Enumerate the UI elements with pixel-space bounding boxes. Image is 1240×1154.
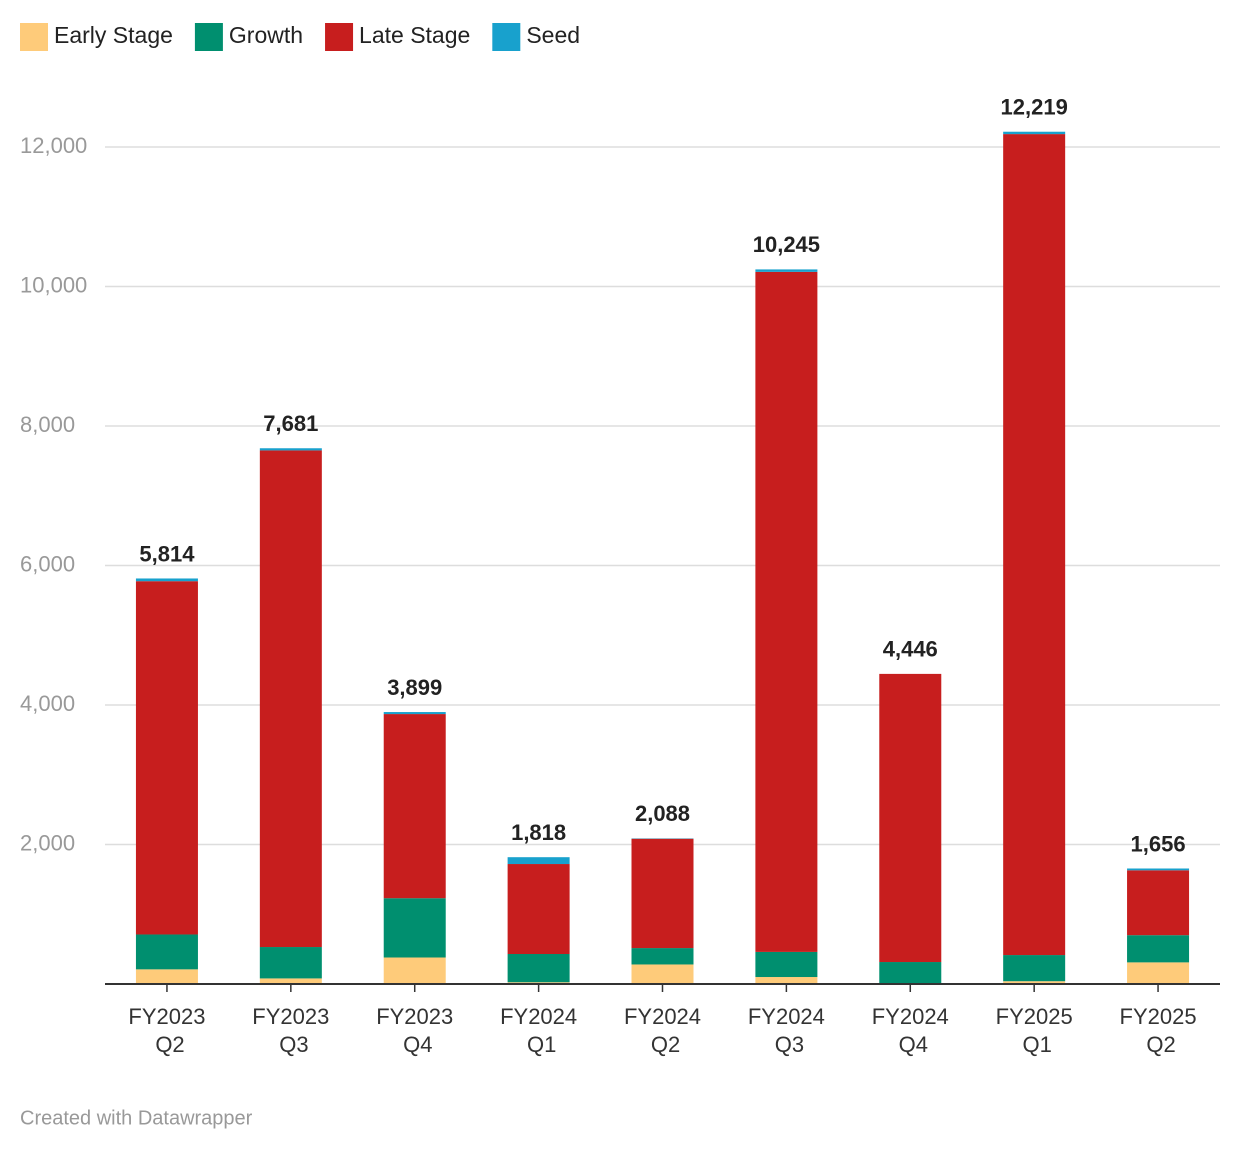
y-tick-label: 12,000 xyxy=(20,133,87,158)
bar-segment xyxy=(135,581,198,935)
y-tick-label: 8,000 xyxy=(20,412,75,437)
bar-segment xyxy=(259,450,322,948)
bar-segment xyxy=(1127,962,1190,984)
y-tick-label: 10,000 xyxy=(20,272,87,297)
legend-label: Seed xyxy=(526,22,580,48)
y-tick-label: 6,000 xyxy=(20,551,75,576)
bar-segment xyxy=(507,954,570,983)
x-tick-label: FY2023 Q4 xyxy=(376,1004,453,1057)
x-tick-label: FY2023 Q2 xyxy=(128,1004,205,1057)
bar-segment xyxy=(259,448,322,451)
y-tick-label: 2,000 xyxy=(20,830,75,855)
bar-segment xyxy=(259,978,322,984)
bar-segment xyxy=(631,964,694,984)
x-tick-label: FY2024 Q4 xyxy=(872,1004,949,1057)
bar-segment xyxy=(879,673,942,963)
bar-segment xyxy=(507,857,570,865)
x-tick-label: FY2025 Q1 xyxy=(996,1004,1073,1057)
x-tick-label: FY2024 Q3 xyxy=(748,1004,825,1057)
total-label: 4,446 xyxy=(883,637,938,662)
total-label: 7,681 xyxy=(263,411,318,436)
bar-segment xyxy=(1003,134,1066,956)
bar-segment xyxy=(135,578,198,582)
bar-segment xyxy=(1127,935,1190,963)
legend-swatch xyxy=(492,23,521,51)
x-tick-label: FY2024 Q1 xyxy=(500,1004,577,1057)
bar-segment xyxy=(631,838,694,949)
bar-segment xyxy=(1003,955,1066,982)
total-label: 12,219 xyxy=(1001,95,1068,120)
legend-label: Growth xyxy=(229,22,303,48)
total-label: 10,245 xyxy=(753,232,820,257)
bar-segment xyxy=(755,269,818,272)
bar-segment xyxy=(507,864,570,955)
x-tick-label: FY2025 Q2 xyxy=(1120,1004,1197,1057)
total-label: 2,088 xyxy=(635,801,690,826)
legend-swatch xyxy=(194,23,223,51)
bar-segment xyxy=(1127,868,1190,871)
bar-segment xyxy=(1003,131,1066,135)
bar-segment xyxy=(259,947,322,979)
bar-segment xyxy=(135,969,198,984)
total-label: 3,899 xyxy=(387,675,442,700)
legend-swatch xyxy=(20,23,48,51)
bar-segment xyxy=(1003,981,1066,984)
legend: Early Stage Growth Late Stage Seed xyxy=(20,22,580,51)
legend-label: Late Stage xyxy=(359,22,470,48)
bar-segment xyxy=(631,948,694,965)
bar-segment xyxy=(383,957,446,984)
bar-segment xyxy=(879,962,942,984)
legend-swatch xyxy=(325,23,354,51)
bar-segment xyxy=(383,898,446,958)
bar-segment xyxy=(135,934,198,970)
total-label: 5,814 xyxy=(139,541,195,566)
bar-segment xyxy=(383,712,446,715)
y-tick-label: 4,000 xyxy=(20,691,75,716)
x-tick-label: FY2023 Q3 xyxy=(252,1004,329,1057)
total-label: 1,818 xyxy=(511,820,566,845)
bar-segment xyxy=(755,977,818,984)
footer: Created with Datawrapper xyxy=(20,1107,253,1129)
x-tick-label: FY2024 Q2 xyxy=(624,1004,701,1057)
bar-segment xyxy=(755,951,818,978)
bar-segment xyxy=(755,271,818,952)
bar-segment xyxy=(383,714,446,899)
legend-label: Early Stage xyxy=(54,22,173,48)
total-label: 1,656 xyxy=(1131,831,1186,856)
bar-segment xyxy=(1127,870,1190,936)
